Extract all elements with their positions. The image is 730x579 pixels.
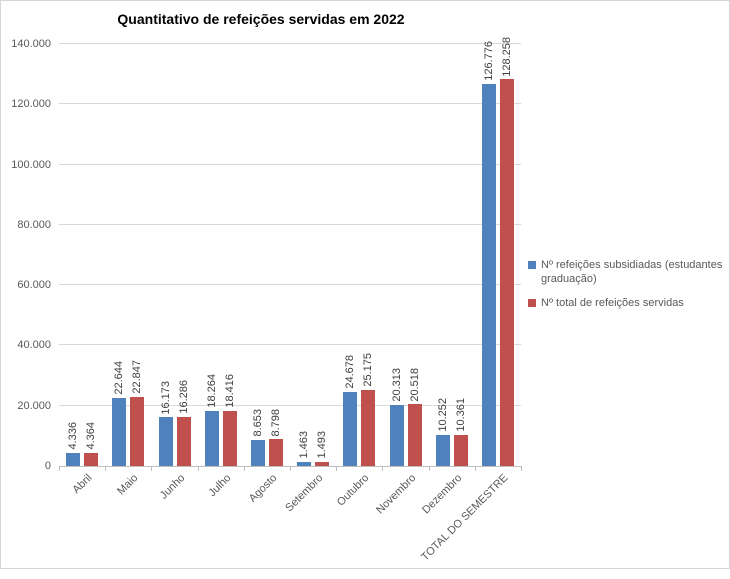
- gridline: [59, 163, 521, 165]
- x-tick-mark: [474, 466, 476, 471]
- legend-label: Nº refeições subsidiadas (estudantes gra…: [541, 259, 723, 286]
- bar-total: [130, 397, 145, 466]
- bar-subsidiadas: [297, 461, 312, 466]
- bar-value-label: 16.286: [177, 380, 190, 414]
- y-tick-label: 20.000: [17, 399, 51, 412]
- x-tick-mark: [105, 466, 107, 471]
- y-tick-label: 40.000: [17, 339, 51, 352]
- bar-subsidiadas: [158, 417, 173, 466]
- bar-value-label: 22.644: [113, 361, 126, 395]
- legend-label: Nº total de refeições servidas: [541, 296, 684, 309]
- gridline: [59, 103, 521, 105]
- bar-total: [453, 434, 468, 466]
- legend-swatch-icon: [528, 261, 536, 269]
- bar-value-label: 22.847: [131, 360, 144, 395]
- legend-swatch-icon: [528, 298, 536, 307]
- bar-total: [268, 439, 283, 466]
- plot-area: 4.336 4.364 22.644 22.847 16.173 16.286 18.264…: [59, 37, 521, 467]
- bar-total: [84, 452, 99, 466]
- x-tick-mark: [336, 466, 338, 471]
- bar-value-label: 1.493: [316, 430, 329, 459]
- bar-value-label: 24.678: [344, 354, 357, 389]
- bar-value-label: 25.175: [362, 353, 375, 388]
- y-tick-label: 60.000: [17, 279, 51, 292]
- gridline: [59, 223, 521, 225]
- bar-subsidiadas: [250, 439, 265, 466]
- bar-total: [499, 79, 514, 466]
- gridline: [59, 43, 521, 44]
- y-tick-label: 0: [44, 460, 51, 472]
- y-tick-label: 140.000: [11, 38, 51, 50]
- bar-value-label: 10.361: [454, 398, 467, 432]
- bar-value-label: 18.264: [205, 374, 218, 408]
- y-tick-label: 80.000: [17, 218, 51, 231]
- bar-subsidiadas: [435, 435, 450, 466]
- bar-value-label: 20.313: [390, 368, 403, 402]
- bar-value-label: 16.173: [159, 380, 172, 415]
- x-tick-mark: [151, 466, 153, 471]
- bar-total: [407, 404, 422, 466]
- bar-value-label: 8.798: [269, 408, 282, 437]
- legend: Nº refeições subsidiadas (estudantes gra…: [528, 258, 726, 319]
- bar-subsidiadas: [343, 391, 358, 466]
- legend-item: Nº total de refeições servidas: [528, 296, 726, 310]
- bar-value-label: 10.252: [436, 398, 449, 433]
- chart-title: Quantitativo de refeições servidas em 20…: [117, 11, 405, 27]
- bar-subsidiadas: [66, 452, 81, 466]
- bar-subsidiadas: [389, 404, 404, 466]
- bar-value-label: 126.776: [482, 41, 495, 81]
- x-tick-mark: [59, 466, 60, 471]
- bar-total: [222, 410, 237, 466]
- gridline: [59, 344, 521, 346]
- bar-value-label: 4.364: [85, 422, 98, 450]
- y-tick-label: 120.000: [11, 98, 51, 111]
- y-axis: 0 20.000 40.000 60.000 80.000 100.000 120.000 1…: [1, 38, 51, 472]
- bar-value-label: 1.463: [298, 431, 311, 459]
- x-tick-mark: [428, 466, 430, 471]
- bar-total: [361, 390, 376, 466]
- bar-total: [315, 461, 330, 466]
- bar-value-label: 20.518: [408, 367, 421, 402]
- x-tick-mark: [243, 466, 245, 471]
- y-tick-label: 100.000: [11, 158, 51, 171]
- bar-subsidiadas: [204, 410, 219, 466]
- gridline: [59, 404, 521, 406]
- bar-total: [176, 416, 191, 466]
- gridline: [59, 284, 521, 286]
- bar-subsidiadas: [112, 397, 127, 466]
- bar-value-label: 128.258: [500, 36, 513, 77]
- x-tick-mark: [290, 466, 291, 471]
- bar-value-label: 8.653: [251, 409, 264, 437]
- bar-subsidiadas: [481, 83, 496, 466]
- x-tick-mark: [382, 466, 384, 471]
- bar-value-label: 4.336: [67, 422, 80, 450]
- x-tick-mark: [197, 466, 199, 471]
- bar-value-label: 18.416: [223, 373, 236, 408]
- legend-item: Nº refeições subsidiadas (estudantes gra…: [528, 258, 726, 287]
- x-tick-mark: [521, 466, 522, 471]
